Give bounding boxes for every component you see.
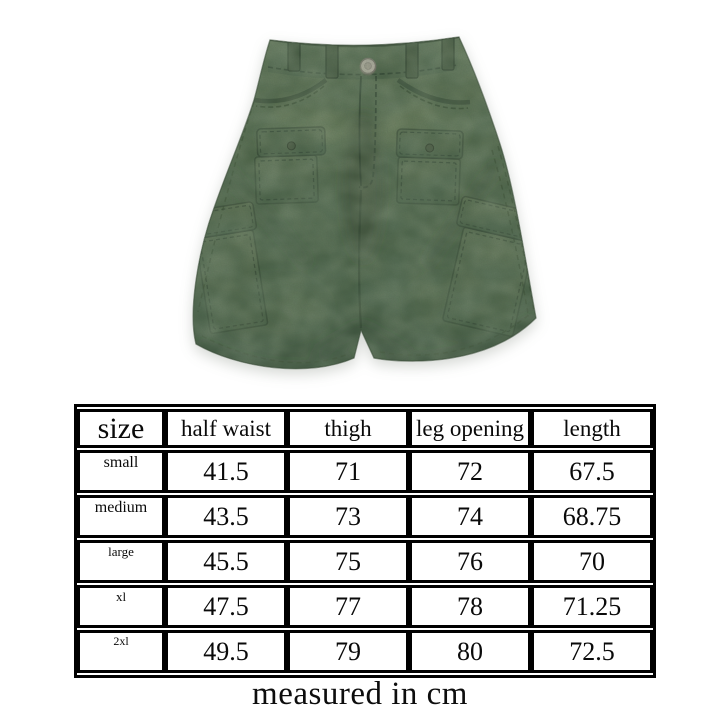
column-header-length: length bbox=[531, 409, 653, 448]
product-photo bbox=[158, 22, 562, 394]
size-label: small bbox=[77, 450, 165, 493]
table-row-xl: xl 47.5 77 78 71.25 bbox=[77, 585, 653, 628]
value-cell: 70 bbox=[531, 540, 653, 583]
size-label: xl bbox=[77, 585, 165, 628]
size-chart-table: size half waist thigh leg opening length… bbox=[74, 404, 656, 678]
value-cell: 80 bbox=[409, 630, 531, 673]
value-cell: 45.5 bbox=[165, 540, 287, 583]
value-cell: 74 bbox=[409, 495, 531, 538]
value-cell: 43.5 bbox=[165, 495, 287, 538]
value-cell: 71 bbox=[287, 450, 409, 493]
value-cell: 79 bbox=[287, 630, 409, 673]
size-label: medium bbox=[77, 495, 165, 538]
value-cell: 73 bbox=[287, 495, 409, 538]
size-label: 2xl bbox=[77, 630, 165, 673]
fabric-texture-grain bbox=[193, 37, 536, 369]
value-cell: 41.5 bbox=[165, 450, 287, 493]
column-header-size: size bbox=[77, 409, 165, 448]
value-cell: 75 bbox=[287, 540, 409, 583]
value-cell: 78 bbox=[409, 585, 531, 628]
table-row-small: small 41.5 71 72 67.5 bbox=[77, 450, 653, 493]
value-cell: 68.75 bbox=[531, 495, 653, 538]
size-chart: size half waist thigh leg opening length… bbox=[74, 404, 656, 678]
value-cell: 71.25 bbox=[531, 585, 653, 628]
value-cell: 77 bbox=[287, 585, 409, 628]
table-row-medium: medium 43.5 73 74 68.75 bbox=[77, 495, 653, 538]
value-cell: 76 bbox=[409, 540, 531, 583]
value-cell: 72.5 bbox=[531, 630, 653, 673]
table-row-2xl: 2xl 49.5 79 80 72.5 bbox=[77, 630, 653, 673]
header-row: size half waist thigh leg opening length bbox=[77, 409, 653, 448]
value-cell: 72 bbox=[409, 450, 531, 493]
value-cell: 47.5 bbox=[165, 585, 287, 628]
column-header-half-waist: half waist bbox=[165, 409, 287, 448]
column-header-leg-opening: leg opening bbox=[409, 409, 531, 448]
units-footnote: measured in cm bbox=[252, 676, 468, 712]
table-row-large: large 45.5 75 76 70 bbox=[77, 540, 653, 583]
column-header-thigh: thigh bbox=[287, 409, 409, 448]
size-label: large bbox=[77, 540, 165, 583]
cargo-shorts-illustration bbox=[192, 36, 537, 370]
value-cell: 67.5 bbox=[531, 450, 653, 493]
value-cell: 49.5 bbox=[165, 630, 287, 673]
